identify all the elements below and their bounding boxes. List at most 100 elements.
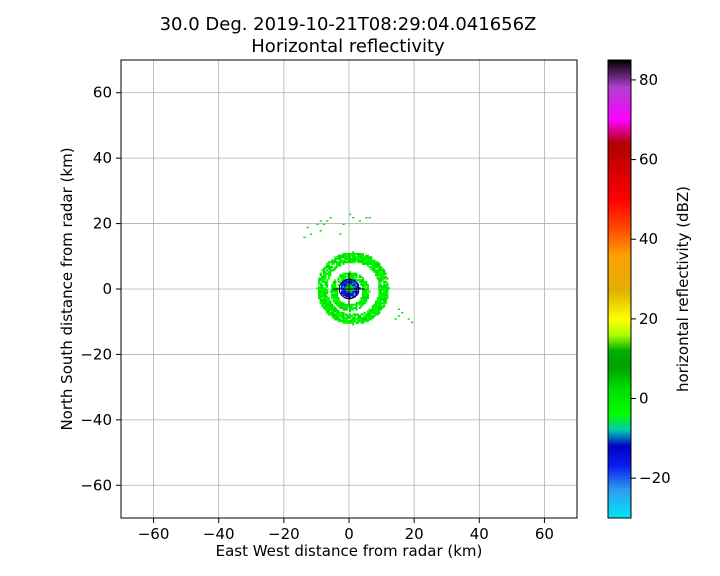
echo-pixel xyxy=(370,259,373,262)
echo-pixel xyxy=(331,308,334,311)
echo-pixel xyxy=(332,293,335,296)
echo-pixel xyxy=(318,279,321,282)
echo-pixel xyxy=(344,295,347,298)
echo-pixel xyxy=(368,315,371,318)
echo-pixel xyxy=(331,287,334,290)
echo-pixel xyxy=(378,302,381,305)
echo-pixel xyxy=(355,272,358,275)
echo-pixel xyxy=(340,316,343,319)
echo-pixel xyxy=(347,253,350,256)
echo-pixel xyxy=(360,316,363,319)
echo-pixel xyxy=(376,300,379,303)
echo-pixel xyxy=(375,269,378,272)
echo-pixel xyxy=(321,287,324,290)
echo-pixel xyxy=(337,264,340,267)
echo-pixel xyxy=(362,290,365,293)
echo-pixel xyxy=(322,275,325,278)
echo-pixel xyxy=(353,316,356,319)
echo-pixel xyxy=(350,293,353,296)
echo-pixel xyxy=(355,256,358,259)
echo-pixel xyxy=(365,262,368,265)
echo-pixel xyxy=(347,315,350,318)
echo-pixel xyxy=(337,256,340,259)
echo-pixel xyxy=(362,287,365,290)
colorbar-tick-label: 60 xyxy=(639,151,658,169)
echo-pixel xyxy=(362,280,365,283)
echo-pixel xyxy=(347,320,350,323)
echo-pixel xyxy=(383,272,386,275)
echo-pixel xyxy=(342,308,345,311)
echo-pixel xyxy=(379,272,382,275)
echo-pixel xyxy=(326,310,329,313)
echo-pixel xyxy=(326,292,329,295)
echo-pixel xyxy=(379,302,382,305)
echo-pixel xyxy=(332,285,335,288)
echo-pixel xyxy=(344,318,347,321)
echo-pixel xyxy=(378,262,381,265)
echo-pixel xyxy=(332,300,335,303)
echo-pixel xyxy=(303,236,306,239)
y-tick-label: −60 xyxy=(80,476,112,494)
colorbar-label: horizontal reflectivity (dBZ) xyxy=(674,186,692,392)
echo-pixel xyxy=(379,277,382,280)
echo-pixel xyxy=(344,292,347,295)
echo-pixel xyxy=(329,267,332,270)
echo-pixel xyxy=(368,259,371,262)
echo-pixel xyxy=(355,308,358,311)
echo-pixel xyxy=(319,290,322,293)
echo-pixel xyxy=(379,284,382,287)
echo-pixel xyxy=(355,292,358,295)
colorbar-ticks: −20 0 20 40 60 80 xyxy=(631,71,671,487)
echo-pixel xyxy=(350,318,353,321)
echo-pixel xyxy=(340,305,343,308)
echo-pixel xyxy=(378,298,381,301)
echo-pixel xyxy=(358,302,361,305)
x-axis-label: East West distance from radar (km) xyxy=(216,542,483,560)
echo-pixel xyxy=(324,290,327,293)
echo-pixel xyxy=(332,315,335,318)
echo-pixel xyxy=(352,272,355,275)
echo-pixel xyxy=(334,280,337,283)
echo-pixel xyxy=(352,287,355,290)
echo-pixel xyxy=(342,292,345,295)
echo-pixel xyxy=(349,287,352,290)
echo-pixel xyxy=(327,267,330,270)
echo-pixel xyxy=(347,284,350,287)
echo-pixel xyxy=(407,318,410,320)
echo-pixel xyxy=(350,275,353,278)
echo-pixel xyxy=(324,293,327,296)
echo-pixel xyxy=(321,300,324,303)
echo-pixel xyxy=(331,262,334,265)
echo-pixel xyxy=(363,298,366,301)
echo-region xyxy=(316,251,391,326)
echo-pixel xyxy=(386,290,389,293)
echo-pixel xyxy=(329,272,332,275)
echo-pixel xyxy=(331,284,334,287)
echo-pixel xyxy=(381,287,384,290)
echo-pixel xyxy=(335,293,338,296)
echo-pixel xyxy=(376,274,379,277)
echo-pixel xyxy=(321,302,324,305)
echo-pixel xyxy=(383,280,386,283)
echo-pixel xyxy=(365,298,368,301)
echo-pixel xyxy=(345,287,348,290)
echo-pixel xyxy=(352,256,355,259)
echo-pixel xyxy=(381,302,384,305)
echo-pixel xyxy=(347,316,350,319)
echo-pixel xyxy=(376,266,379,269)
y-tick-label: −40 xyxy=(80,411,112,429)
echo-pixel xyxy=(378,279,381,282)
echo-pixel xyxy=(368,256,371,259)
echo-pixel xyxy=(370,313,373,316)
x-tick-label: 0 xyxy=(344,525,354,543)
echo-pixel xyxy=(355,275,358,278)
echo-pixel xyxy=(375,261,378,264)
echo-pixel xyxy=(363,259,366,262)
echo-pixel xyxy=(344,285,347,288)
echo-pixel xyxy=(322,303,325,306)
echo-pixel xyxy=(329,271,332,274)
echo-pixel xyxy=(366,310,369,313)
echo-pixel xyxy=(378,293,381,296)
echo-pixel xyxy=(344,272,347,275)
echo-pixel xyxy=(309,233,313,235)
